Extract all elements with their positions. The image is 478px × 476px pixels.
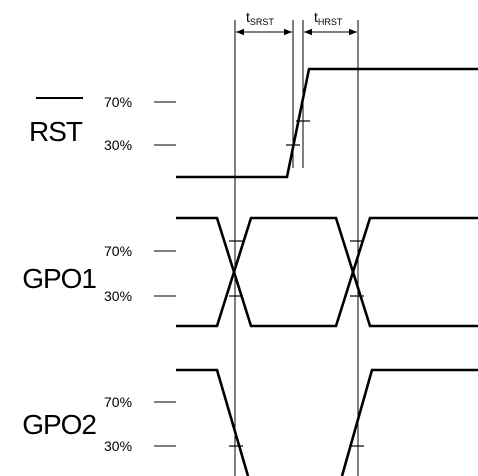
- rst-level-high: 70%: [104, 94, 132, 110]
- t-srst-label: tSRST: [246, 9, 274, 27]
- gpo2-waveform-a: [176, 368, 250, 476]
- signal-label-gpo1: GPO1: [22, 263, 96, 294]
- signal-label-rst: RST: [29, 116, 83, 147]
- gpo2-level-high: 70%: [104, 394, 132, 410]
- gpo1-level-high: 70%: [104, 243, 132, 259]
- gpo2-waveform-b: [340, 368, 478, 476]
- rst-level-low: 30%: [104, 137, 132, 153]
- rst-waveform: [176, 67, 478, 179]
- gpo1-waveform-a: [176, 216, 478, 328]
- gpo1-level-low: 30%: [104, 288, 132, 304]
- signal-label-gpo2: GPO2: [22, 409, 96, 440]
- gpo1-waveform-b: [176, 216, 478, 328]
- t-hrst-label: tHRST: [314, 9, 343, 27]
- gpo2-level-low: 30%: [104, 438, 132, 454]
